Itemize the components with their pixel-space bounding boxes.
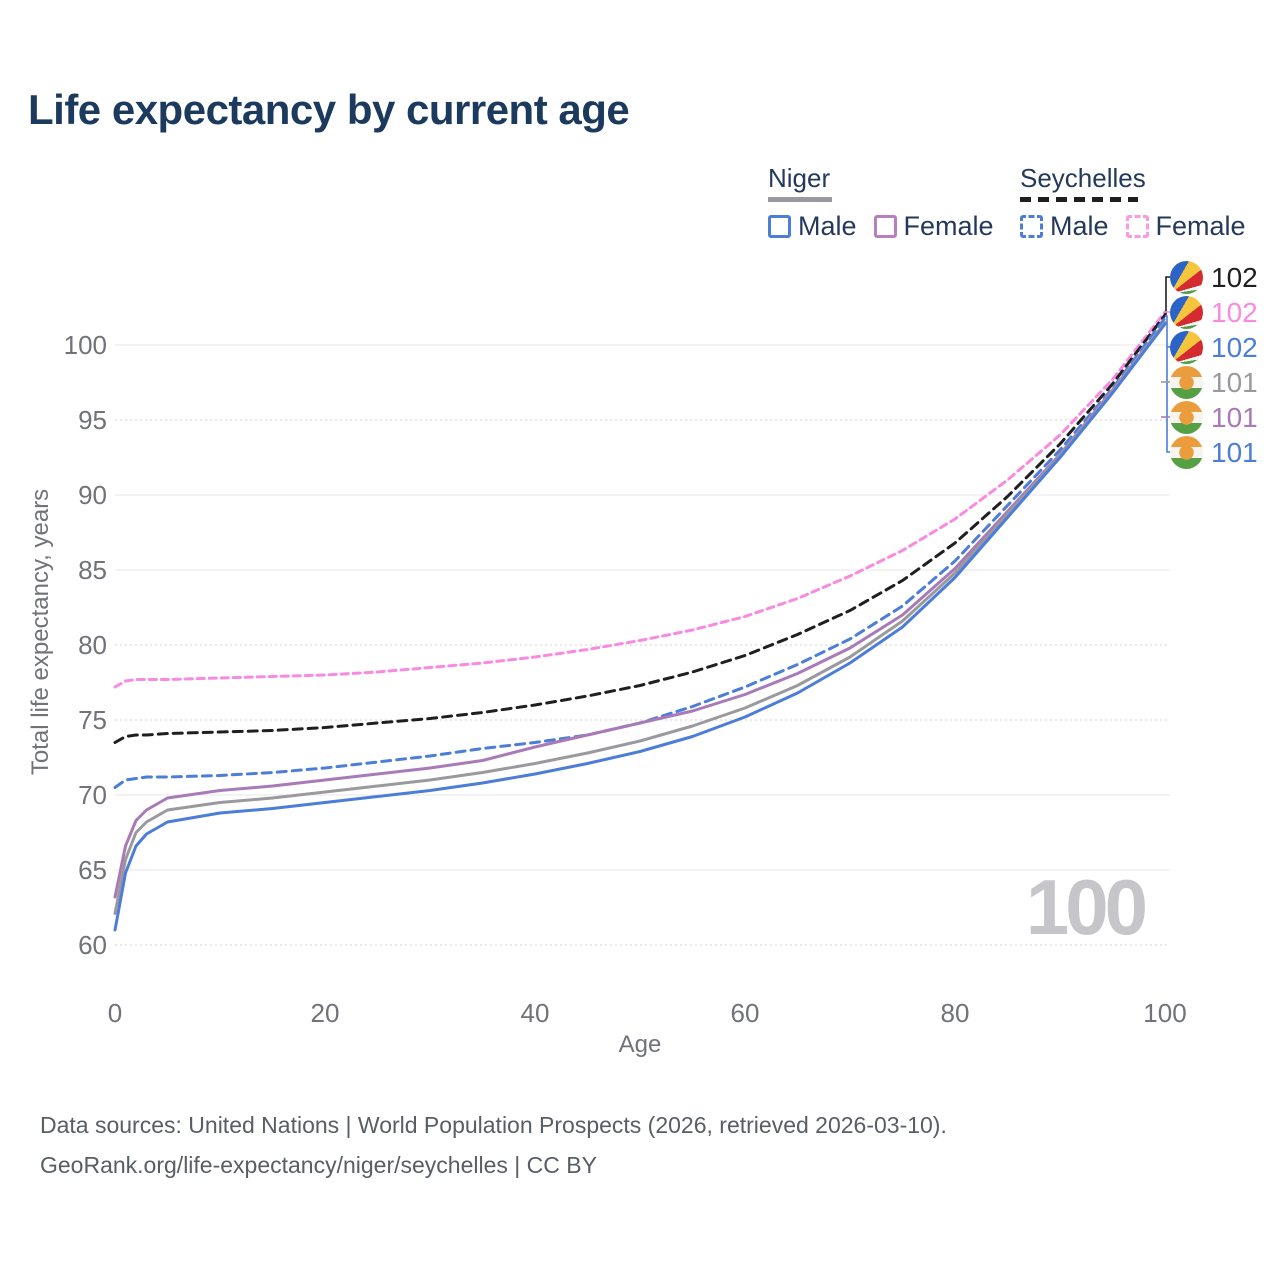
series-niger-male-line[interactable] <box>113 322 1167 932</box>
seychelles-flag-icon <box>1170 261 1203 294</box>
x-tick-0: 0 <box>108 998 122 1028</box>
series-seychelles-female-line[interactable] <box>113 310 1167 689</box>
series-niger-female-line[interactable] <box>113 321 1167 899</box>
niger-both-line-swatch <box>768 197 832 202</box>
niger-female-swatch-icon <box>873 215 897 238</box>
legend-seychelles-female-label: Female <box>1155 211 1246 241</box>
series-seychelles-male-line[interactable] <box>113 316 1167 789</box>
niger-male-swatch-icon <box>768 215 791 238</box>
hover-age-watermark: 100 <box>1025 863 1148 951</box>
x-axis-title: Age <box>619 1031 662 1058</box>
seychelles-flag-icon <box>1170 296 1203 329</box>
end-label-value: 102 <box>1211 331 1258 363</box>
legend-item-niger-male[interactable]: Male <box>768 211 857 242</box>
seychelles-male-swatch-icon <box>1020 215 1043 238</box>
legend-seychelles-title[interactable]: Seychelles <box>1020 163 1146 193</box>
y-tick-75: 75 <box>78 705 107 735</box>
x-tick-60: 60 <box>731 998 760 1028</box>
x-tick-40: 40 <box>521 998 550 1028</box>
legend-niger-male-label: Male <box>798 211 857 241</box>
end-label-value: 101 <box>1211 436 1258 468</box>
x-tick-20: 20 <box>311 998 340 1028</box>
page-title: Life expectancy by current age <box>28 86 630 133</box>
seychelles-flag-icon <box>1170 331 1203 364</box>
end-label-niger-male[interactable]: 101 <box>1170 435 1258 470</box>
end-label-seychelles-both[interactable]: 102 <box>1170 260 1258 295</box>
end-label-value: 102 <box>1211 296 1258 328</box>
end-label-connector <box>1165 315 1172 453</box>
y-tick-80: 80 <box>78 630 107 660</box>
legend-niger-female-label: Female <box>903 211 994 241</box>
y-tick-65: 65 <box>78 855 107 885</box>
legend-group-niger: Niger Male Female <box>768 163 994 242</box>
end-label-value: 102 <box>1211 261 1258 293</box>
line-chart: 60 65 70 75 80 85 90 95 100 0 20 40 60 80 100 Age Total … <box>27 276 1187 1058</box>
legend-item-niger-female[interactable]: Female <box>873 211 994 242</box>
y-tick-60: 60 <box>78 930 107 960</box>
niger-flag-icon <box>1170 436 1203 469</box>
y-tick-90: 90 <box>78 480 107 510</box>
footer: Data sources: United Nations | World Pop… <box>40 1105 947 1185</box>
y-tick-95: 95 <box>78 405 107 435</box>
end-label-niger-female[interactable]: 101 <box>1170 400 1258 435</box>
end-label-niger-both[interactable]: 101 <box>1170 365 1258 400</box>
seychelles-both-line-swatch <box>1020 197 1138 202</box>
series-seychelles-both-line[interactable] <box>113 313 1167 744</box>
end-label-seychelles-female[interactable]: 102 <box>1170 295 1258 330</box>
y-tick-70: 70 <box>78 780 107 810</box>
y-tick-85: 85 <box>78 555 107 585</box>
y-axis-title: Total life expectancy, years <box>27 489 54 775</box>
end-label-value: 101 <box>1211 401 1258 433</box>
footer-attribution: GeoRank.org/life-expectancy/niger/seyche… <box>40 1152 597 1178</box>
end-label-value: 101 <box>1211 366 1258 398</box>
x-tick-100: 100 <box>1143 998 1186 1028</box>
end-label-seychelles-male[interactable]: 102 <box>1170 330 1258 365</box>
end-label-connector <box>1164 276 1172 315</box>
footer-data-sources: Data sources: United Nations | World Pop… <box>40 1112 947 1138</box>
x-tick-80: 80 <box>941 998 970 1028</box>
legend-group-seychelles: Seychelles Male Female <box>1020 163 1246 242</box>
legend-seychelles-male-label: Male <box>1050 211 1109 241</box>
series-niger-both-line[interactable] <box>113 321 1167 915</box>
legend-niger-title[interactable]: Niger <box>768 163 831 193</box>
y-tick-100: 100 <box>64 330 107 360</box>
niger-flag-icon <box>1170 366 1203 399</box>
niger-flag-icon <box>1170 401 1203 434</box>
legend-item-seychelles-male[interactable]: Male <box>1020 211 1109 242</box>
legend-item-seychelles-female[interactable]: Female <box>1125 211 1246 242</box>
seychelles-female-swatch-icon <box>1125 215 1149 238</box>
